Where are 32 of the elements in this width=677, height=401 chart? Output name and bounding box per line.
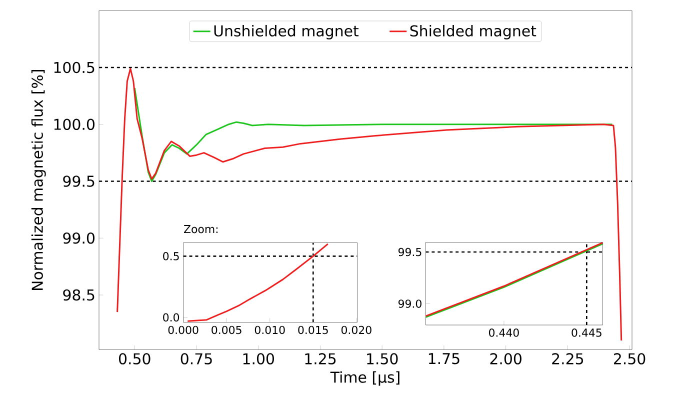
x-tick-label: 0.015 [298,326,328,334]
legend-label: Shielded magnet [410,24,536,40]
y-axis-title: Normalized magnetic flux [%] [31,70,46,290]
line-series [116,68,622,342]
y-tick-label: 99.0 [398,300,422,308]
legend-label: Unshielded magnet [214,24,359,40]
x-tick-label: 0.50 [118,353,150,364]
x-tick-label: 0.75 [180,353,212,364]
y-tick-label: 99.0 [63,232,94,244]
y-tick-label: 0.5 [163,252,179,260]
y-tick-label: 98.5 [63,289,94,301]
x-tick-label: 0.010 [254,326,285,334]
x-axis-title: Time [µs] [330,371,400,386]
line-series [186,243,329,322]
x-tick-label: 2.25 [552,353,583,364]
y-tick-label: 0.0 [163,313,180,322]
y-tick-label: 100.5 [54,62,94,74]
y-tick-label: 100.0 [54,118,94,130]
x-tick-label: 2.50 [614,353,646,364]
x-tick-label: 2.00 [490,353,522,364]
x-tick-label: 0.000 [168,326,198,334]
chart-title: Zoom: [184,225,218,234]
x-tick-label: 1.25 [305,353,336,364]
y-tick-label: 99.5 [398,248,422,256]
x-tick-label: 1.50 [367,353,398,364]
x-tick-label: 0.445 [572,328,602,337]
x-tick-label: 0.440 [488,328,519,337]
x-tick-label: 1.00 [243,353,274,364]
x-tick-label: 0.020 [341,326,372,334]
y-tick-label: 99.5 [63,176,94,187]
x-tick-label: 0.005 [212,326,242,334]
x-tick-label: 1.75 [428,353,460,364]
